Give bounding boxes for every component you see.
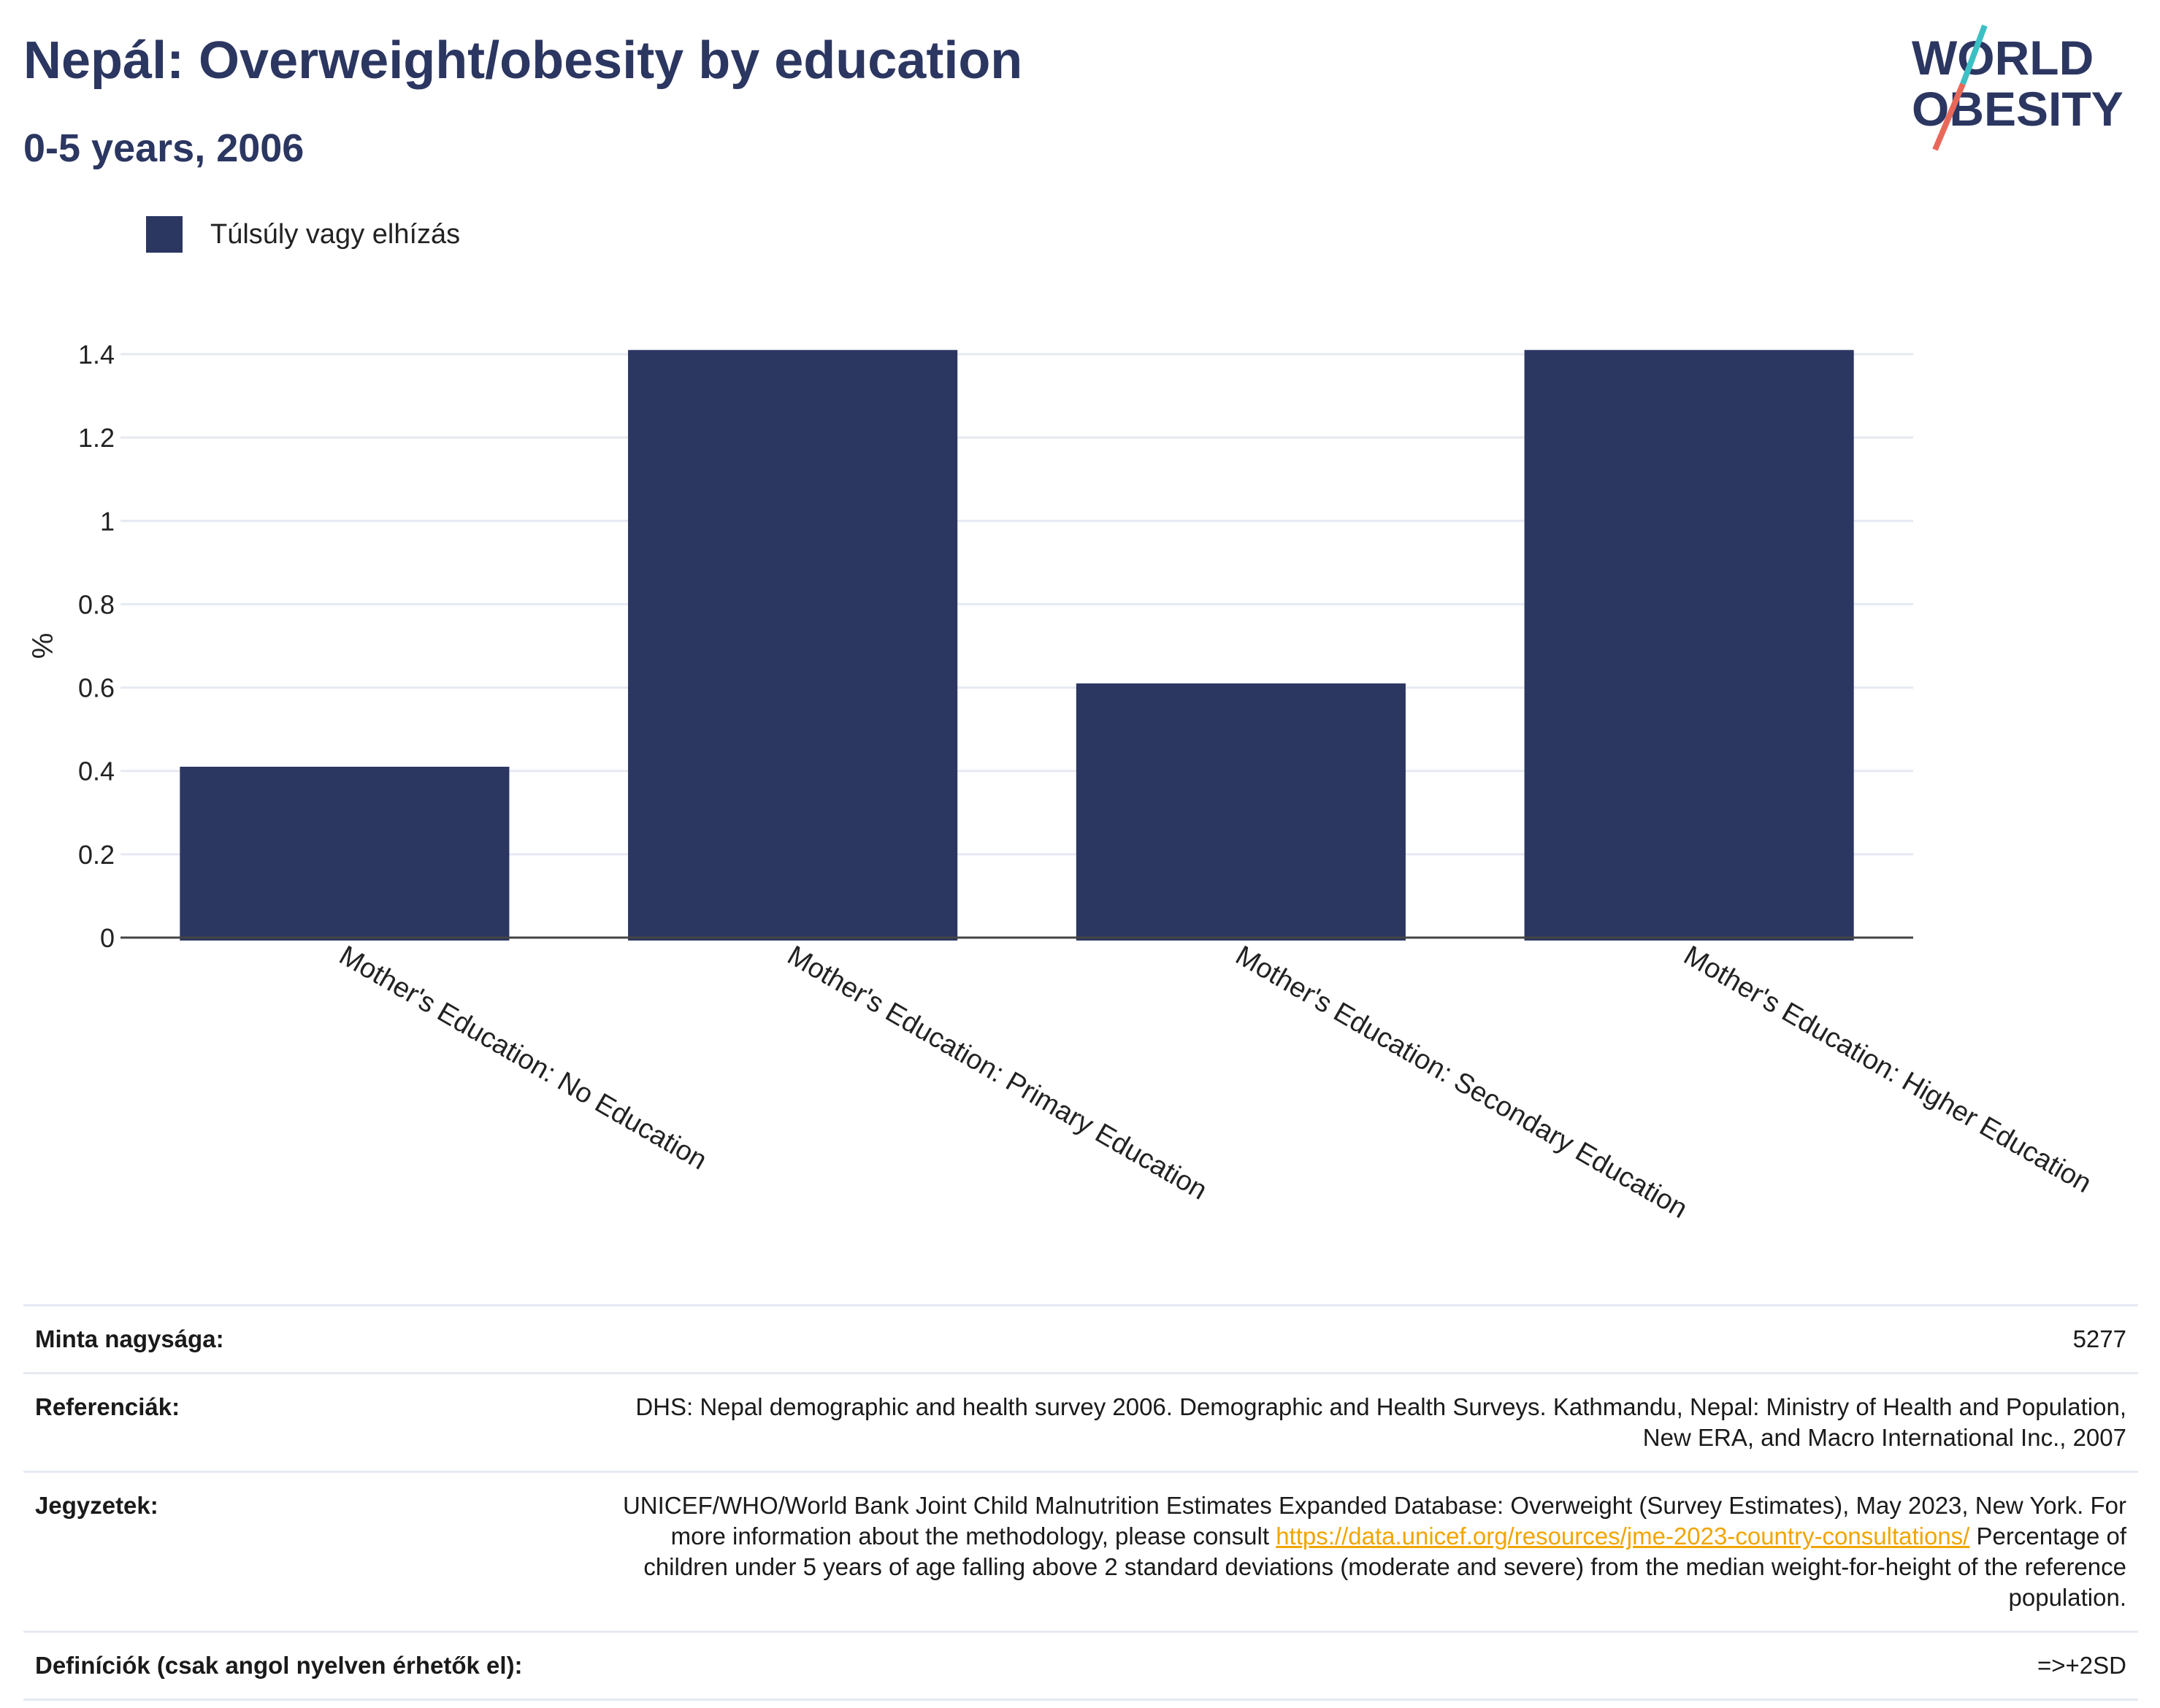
y-tick-label: 1.2 xyxy=(78,423,115,453)
logo-accent-teal xyxy=(1960,24,1988,85)
logo-line1: WORLD xyxy=(1912,31,2094,85)
y-axis-label: % xyxy=(27,633,59,659)
chart-legend: Túlsúly vagy elhízás xyxy=(146,216,460,253)
references-value: DHS: Nepal demographic and health survey… xyxy=(635,1393,2126,1451)
sample-value: 5277 xyxy=(2072,1325,2126,1352)
world-obesity-logo: WORLD OBESITY xyxy=(1912,24,2123,151)
legend-swatch xyxy=(146,216,183,253)
notes-value: UNICEF/WHO/World Bank Joint Child Malnut… xyxy=(622,1490,2126,1613)
notes-text-before: UNICEF/WHO/World Bank Joint Child Malnut… xyxy=(622,1492,2126,1550)
y-tick-label: 1.4 xyxy=(78,340,115,369)
bar xyxy=(1076,683,1406,941)
x-tick-label: Mother's Education: No Education xyxy=(334,940,712,1176)
chart-subtitle: 0-5 years, 2006 xyxy=(23,126,305,170)
y-tick-label: 0 xyxy=(100,923,115,953)
info-row-references: Referenciák: DHS: Nepal demographic and … xyxy=(23,1372,2138,1471)
info-table: Minta nagysága: 5277 Referenciák: DHS: N… xyxy=(23,1304,2138,1701)
chart-title: Nepál: Overweight/obesity by education xyxy=(23,31,1023,90)
x-tick-label: Mother's Education: Secondary Education xyxy=(1230,940,1693,1225)
definitions-value: =>+2SD xyxy=(2037,1652,2126,1679)
logo-accent-coral xyxy=(1932,83,1966,151)
y-tick-label: 0.4 xyxy=(78,757,115,786)
notes-label: Jegyzetek: xyxy=(35,1492,158,1519)
bar xyxy=(180,767,510,941)
y-tick-label: 0.6 xyxy=(78,673,115,703)
info-row-sample: Minta nagysága: 5277 xyxy=(23,1304,2138,1372)
definitions-label: Definíciók (csak angol nyelven érhetők e… xyxy=(35,1652,523,1679)
info-row-definitions: Definíciók (csak angol nyelven érhetők e… xyxy=(23,1631,2138,1701)
notes-text-after: Percentage of children under 5 years of … xyxy=(643,1523,2126,1611)
references-label: Referenciák: xyxy=(35,1393,180,1420)
y-tick-label: 1 xyxy=(100,506,115,536)
sample-label: Minta nagysága: xyxy=(35,1325,224,1352)
x-tick-label: Mother's Education: Primary Education xyxy=(782,940,1212,1206)
legend-label: Túlsúly vagy elhízás xyxy=(210,218,461,250)
bar-chart: 0 0.2 0.4 0.6 0.8 1 1.2 1.4% Mother's Education:… xyxy=(27,340,2096,1225)
y-tick-label: 0.2 xyxy=(78,840,115,870)
notes-link[interactable]: https://data.unicef.org/resources/jme-20… xyxy=(1276,1523,1970,1550)
info-row-notes: Jegyzetek: UNICEF/WHO/World Bank Joint C… xyxy=(23,1471,2138,1631)
bar xyxy=(628,350,958,941)
y-tick-label: 0.8 xyxy=(78,589,115,619)
bar xyxy=(1524,350,1854,941)
x-tick-label: Mother's Education: Higher Education xyxy=(1679,940,2096,1199)
